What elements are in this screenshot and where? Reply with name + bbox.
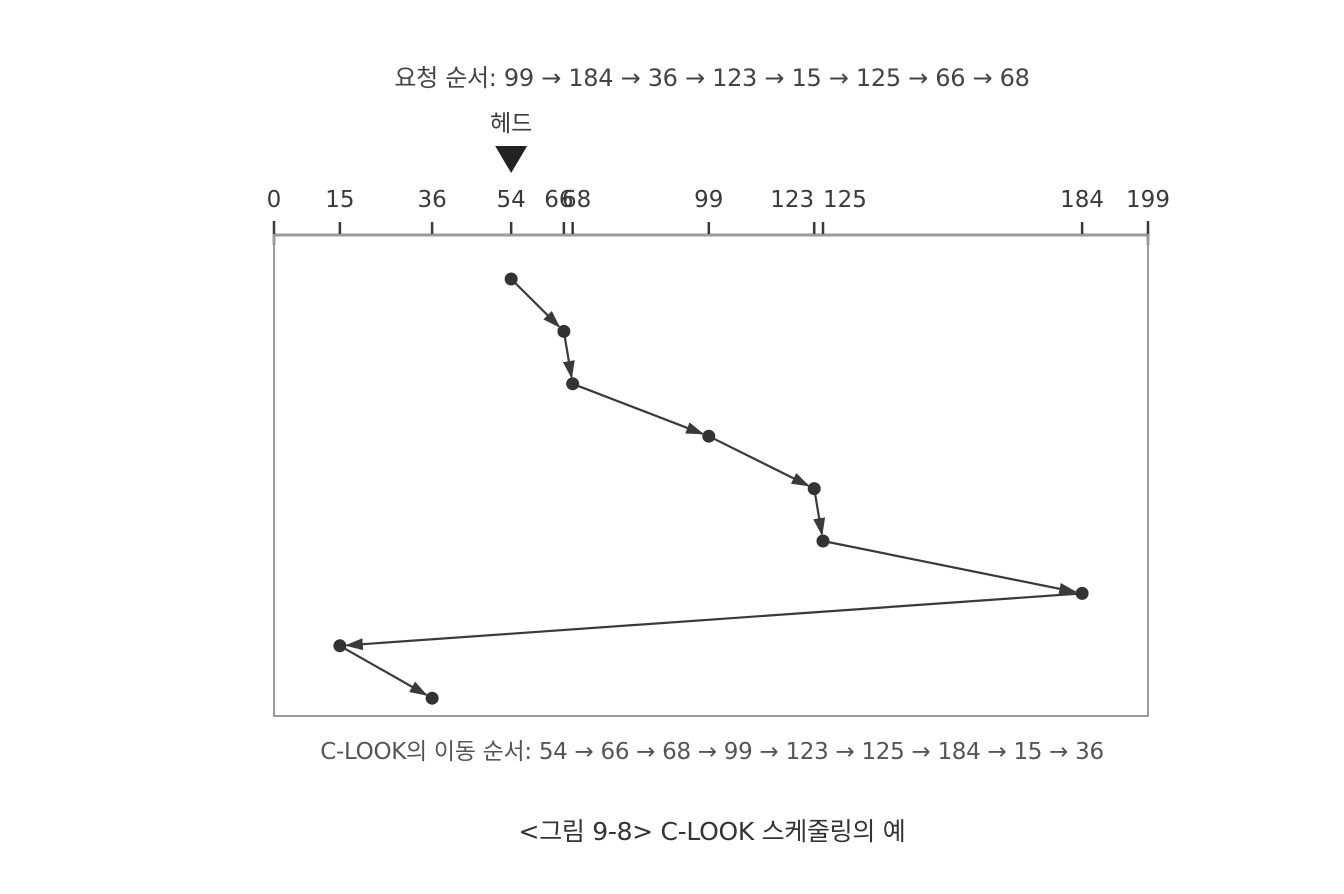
tick-label-184: 184 (1060, 187, 1104, 213)
tick-label-123: 123 (770, 187, 814, 213)
tick-label-199: 199 (1126, 187, 1170, 213)
head-triangle-icon (495, 146, 528, 173)
tick-label-125: 125 (823, 187, 867, 213)
tick-label-0: 0 (267, 187, 282, 213)
path-point-54 (504, 272, 518, 286)
movement-points (333, 272, 1089, 705)
tick-label-15: 15 (325, 187, 354, 213)
path-segment (572, 382, 705, 435)
path-point-125 (816, 534, 830, 548)
path-point-66 (557, 324, 571, 338)
movement-order-text: C-LOOK의 이동 순서: 54 → 66 → 68 → 99 → 123 →… (320, 739, 1104, 765)
tick-label-66: 66 (544, 187, 573, 213)
path-segment (562, 331, 575, 379)
path-segment (822, 539, 1078, 595)
path-point-99 (702, 429, 716, 443)
path-segment (510, 278, 561, 328)
movement-path (339, 278, 1083, 696)
path-segment (344, 592, 1083, 651)
request-order-text: 요청 순서: 99 → 184 → 36 → 123 → 15 → 125 → … (394, 64, 1030, 92)
path-point-15 (333, 639, 347, 653)
tick-label-68: 68 (562, 187, 591, 213)
tick-label-99: 99 (694, 187, 723, 213)
figure-caption: <그림 9-8> C-LOOK 스케줄링의 예 (518, 817, 906, 846)
head-marker: 헤드 (490, 111, 532, 173)
path-segment (339, 644, 428, 696)
path-point-184 (1075, 586, 1089, 600)
head-label: 헤드 (490, 111, 532, 137)
path-segment (813, 488, 826, 537)
path-segment (708, 435, 810, 487)
path-point-36 (425, 691, 439, 705)
cylinder-axis (272, 221, 1150, 245)
path-point-123 (807, 482, 821, 496)
tick-label-36: 36 (417, 187, 446, 213)
tick-label-54: 54 (497, 187, 526, 213)
path-point-68 (566, 377, 580, 391)
diagram-frame (273, 234, 1149, 717)
